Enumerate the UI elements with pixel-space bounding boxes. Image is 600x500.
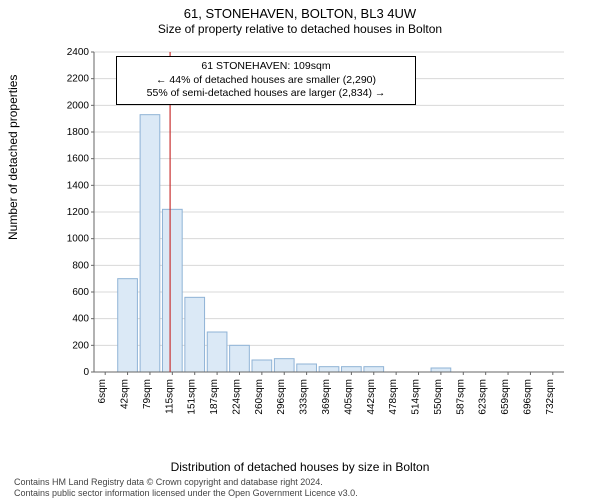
x-tick-label: 732sqm	[545, 379, 556, 415]
x-tick-label: 260sqm	[254, 379, 265, 415]
chart-svg: 0 200 400 600 800 1000 1200 1400 1600 1800 2000 220…	[60, 48, 570, 428]
bar	[274, 359, 294, 372]
x-tick-label: 587sqm	[455, 379, 466, 415]
annotation-box: 61 STONEHAVEN: 109sqm ← 44% of detached …	[116, 56, 416, 105]
x-axis-label: Distribution of detached houses by size …	[0, 460, 600, 474]
bar	[162, 209, 182, 372]
x-tick-label: 115sqm	[164, 379, 175, 414]
x-tick-label: 405sqm	[343, 379, 354, 415]
bar	[342, 367, 362, 372]
bar	[185, 297, 205, 372]
y-tick-label: 600	[72, 287, 89, 298]
x-tick-label: 187sqm	[209, 379, 220, 415]
chart-title-main: 61, STONEHAVEN, BOLTON, BL3 4UW	[0, 0, 600, 21]
y-tick-label: 2400	[67, 48, 90, 58]
bar	[252, 360, 272, 372]
x-tick-label: 42sqm	[120, 379, 131, 409]
x-tick-label: 224sqm	[231, 379, 242, 415]
y-tick-label: 200	[72, 340, 89, 351]
bar	[431, 368, 451, 372]
credit-line2: Contains public sector information licen…	[14, 488, 358, 498]
chart-area: 0 200 400 600 800 1000 1200 1400 1600 1800 2000 220…	[60, 48, 570, 428]
x-tick-label: 6sqm	[97, 379, 108, 403]
x-tick-label: 369sqm	[321, 379, 332, 415]
bar	[319, 367, 339, 372]
credit-text: Contains HM Land Registry data © Crown c…	[14, 477, 358, 498]
annotation-line2: ← 44% of detached houses are smaller (2,…	[123, 74, 409, 88]
x-tick-label: 623sqm	[478, 379, 489, 415]
y-axis-label: Number of detached properties	[6, 75, 20, 240]
annotation-line1: 61 STONEHAVEN: 109sqm	[123, 60, 409, 74]
y-tick-label: 400	[72, 314, 89, 325]
chart-title-sub: Size of property relative to detached ho…	[0, 21, 600, 36]
x-tick-label: 696sqm	[522, 379, 533, 415]
y-tick-label: 2200	[67, 74, 90, 85]
y-tick-label: 1000	[67, 234, 90, 245]
x-tick-label: 151sqm	[187, 379, 198, 415]
bar	[230, 345, 250, 372]
y-tick-label: 800	[72, 260, 89, 271]
y-tick-label: 0	[83, 367, 89, 378]
bar	[297, 364, 317, 372]
x-tick-label: 478sqm	[388, 379, 399, 415]
y-tick-label: 1200	[67, 207, 90, 218]
x-tick-label: 79sqm	[142, 379, 153, 409]
x-tick-label: 333sqm	[299, 379, 310, 415]
credit-line1: Contains HM Land Registry data © Crown c…	[14, 477, 358, 487]
bar	[140, 115, 160, 372]
y-tick-label: 1600	[67, 154, 90, 165]
x-tick-label: 442sqm	[366, 379, 377, 415]
x-tick-label: 514sqm	[411, 379, 422, 415]
annotation-line3: 55% of semi-detached houses are larger (…	[123, 87, 409, 101]
bar	[364, 367, 384, 372]
bar	[118, 279, 138, 372]
y-tick-label: 2000	[67, 100, 90, 111]
x-tick-label: 659sqm	[500, 379, 511, 415]
y-tick-label: 1400	[67, 180, 90, 191]
x-tick-label: 550sqm	[433, 379, 444, 415]
y-tick-label: 1800	[67, 127, 90, 138]
bar	[207, 332, 227, 372]
x-tick-label: 296sqm	[276, 379, 287, 415]
